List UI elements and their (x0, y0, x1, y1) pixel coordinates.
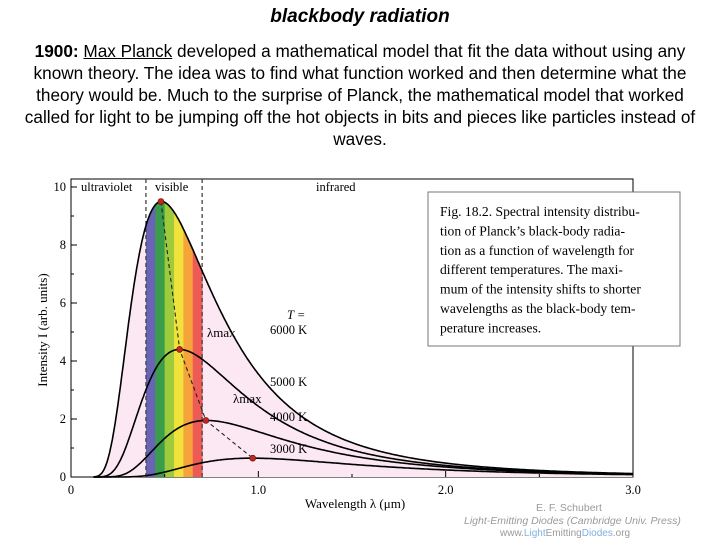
lambda-max-locus (160, 201, 254, 459)
spectrum-band (174, 201, 184, 477)
planck-name: Max Planck (83, 41, 173, 61)
visible-spectrum (145, 201, 203, 477)
credit-url: www.LightEmittingDiodes.org (500, 528, 631, 539)
series-label: 6000 K (270, 323, 307, 337)
series-line (93, 457, 633, 478)
temperature-prefix: T = (287, 308, 305, 322)
y-tick-label: 2 (60, 412, 66, 426)
spectrum-band (183, 201, 194, 477)
spectrum-band (145, 201, 156, 477)
peak-point (176, 346, 183, 353)
y-tick-label: 8 (60, 238, 66, 252)
peak-point (202, 417, 210, 424)
caption-line: different temperatures. The maxi- (440, 262, 623, 277)
lambda-max-label: λmax (233, 391, 262, 406)
region-label: visible (155, 180, 189, 194)
x-tick-label: 0 (68, 483, 74, 497)
slide-paragraph: 1900: Max Planck developed a mathematica… (14, 40, 706, 150)
series-label: 4000 K (270, 410, 307, 424)
x-tick-label: 2.0 (438, 483, 454, 497)
y-axis-label: Intensity I (arb. units) (35, 273, 50, 386)
series-line (93, 419, 633, 478)
paragraph-body: developed a mathematical model that fit … (24, 41, 696, 149)
caption-line: perature increases. (440, 320, 541, 335)
peak-point (157, 198, 165, 205)
spectrum-band (192, 201, 203, 477)
caption-line: tion of Planck’s black-body radia- (440, 223, 625, 238)
caption-line: Fig. 18.2. Spectral intensity distribu- (440, 204, 640, 219)
region-label: ultraviolet (81, 180, 133, 194)
series-label: 3000 K (270, 442, 307, 456)
x-axis-label: Wavelength λ (μm) (305, 496, 405, 511)
caption-box (427, 191, 681, 347)
x-tick-label: 3.0 (625, 483, 641, 497)
spectrum-band (155, 201, 166, 477)
slide-title: blackbody radiation (270, 6, 450, 27)
lambda-max-label: λmax (207, 325, 236, 340)
x-tick-label: 1.0 (251, 483, 267, 497)
intensity-fill (93, 201, 634, 477)
peak-point (249, 454, 257, 462)
caption-line: tion as a function of wavelength for (440, 243, 635, 258)
caption-line: wavelengths as the black-body tem- (440, 301, 636, 316)
caption-line: mum of the intensity shifts to shorter (440, 282, 641, 297)
y-tick-label: 6 (60, 296, 66, 310)
credit-book: Light-Emitting Diodes (Cambridge Univ. P… (464, 515, 681, 527)
y-tick-label: 10 (54, 180, 67, 194)
region-label: infrared (316, 180, 356, 194)
spectrum-band (164, 201, 175, 477)
series-label: 5000 K (270, 375, 307, 389)
year-label: 1900: (34, 41, 79, 61)
y-tick-label: 0 (60, 470, 66, 484)
credit-author: E. F. Schubert (536, 502, 602, 514)
series-line (93, 200, 633, 478)
y-tick-label: 4 (60, 354, 67, 368)
